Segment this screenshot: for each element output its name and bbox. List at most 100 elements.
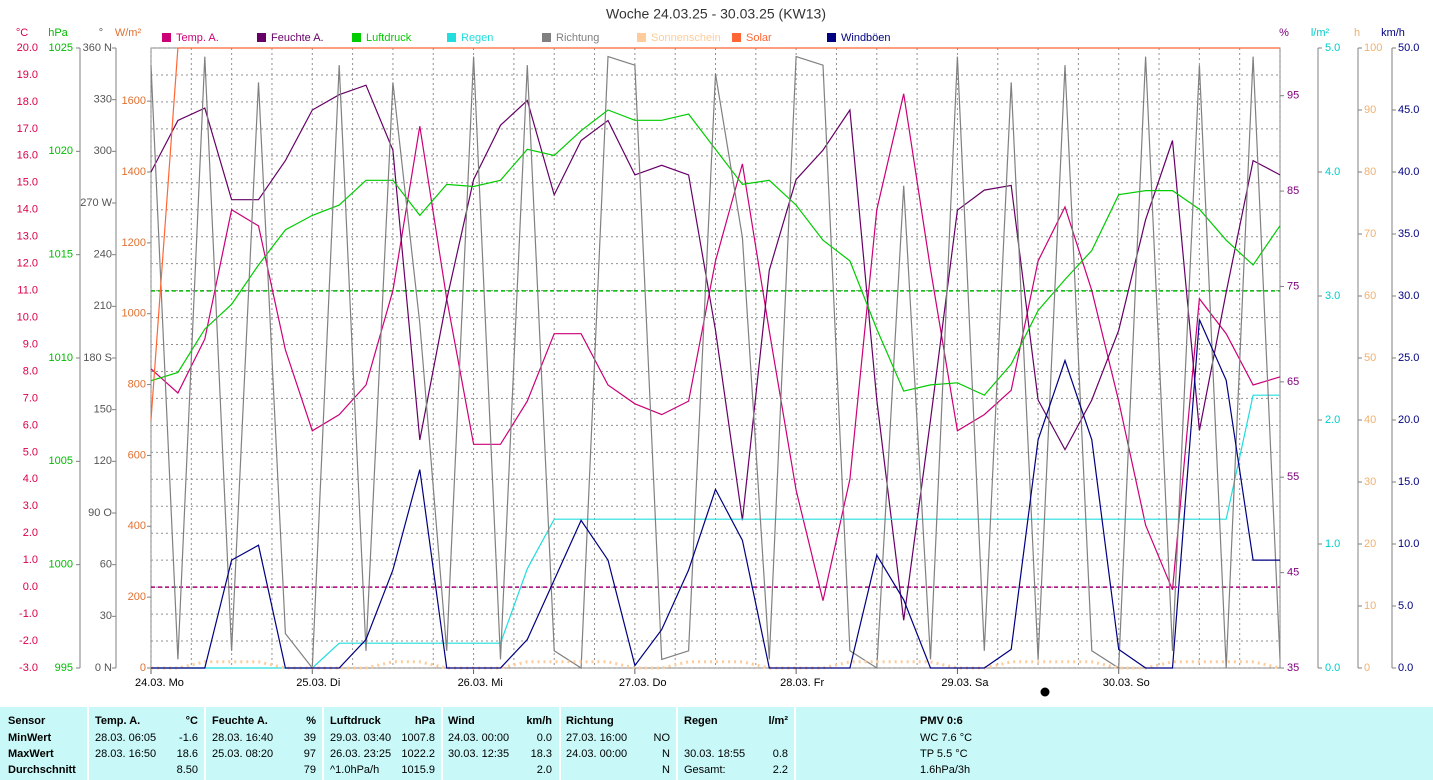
y-tick-label: 35.0 (1398, 228, 1419, 240)
stats-time: 30.03. 12:35 (448, 748, 509, 760)
y-tick-label: 5.0 (23, 446, 38, 458)
stats-value: -1.6 (179, 732, 198, 744)
series-line (150, 55, 1281, 670)
y-tick-label: 9.0 (23, 338, 38, 350)
y-tick-label: 45.0 (1398, 104, 1419, 116)
y-tick-label: 1025 (49, 42, 73, 54)
legend-swatch (352, 33, 361, 42)
stats-value: NO (654, 732, 671, 744)
y-tick-label: 100 (1364, 42, 1382, 54)
y-tick-label: 30 (1364, 476, 1376, 488)
y-tick-label: 3.0 (23, 500, 38, 512)
y-tick-label: 5.0 (1325, 42, 1340, 54)
stats-value: 18.6 (177, 748, 198, 760)
stats-value: 1015.9 (401, 764, 435, 776)
y-tick-label: 1400 (122, 166, 146, 178)
stats-value: 18.3 (531, 748, 552, 760)
axis-unit: km/h (1381, 27, 1405, 39)
stats-value: 0.0 (537, 732, 552, 744)
stats-column-header: Luftdruck (330, 715, 382, 727)
y-tick-label: 1020 (49, 145, 73, 157)
y-tick-label: 400 (128, 520, 146, 532)
y-tick-label: 600 (128, 449, 146, 461)
y-tick-label: 45 (1287, 567, 1299, 579)
y-tick-label: 1600 (122, 95, 146, 107)
legend-label: Temp. A. (176, 32, 219, 44)
legend-label: Luftdruck (366, 32, 412, 44)
y-tick-label: 1010 (49, 352, 73, 364)
y-tick-label: 6.0 (23, 419, 38, 431)
stats-value: 8.50 (177, 764, 198, 776)
y-tick-label: 75 (1287, 280, 1299, 292)
stats-value: 2.2 (773, 764, 788, 776)
stats-row-label: MaxWert (8, 748, 54, 760)
y-tick-label: 40 (1364, 414, 1376, 426)
y-tick-label: 360 N (83, 42, 112, 54)
y-tick-label: 90 (1364, 104, 1376, 116)
axis-unit: l/m² (1311, 27, 1330, 39)
stats-unit: hPa (415, 715, 436, 727)
now-marker (1040, 687, 1050, 697)
stats-time: Gesamt: (684, 764, 726, 776)
y-tick-label: 15.0 (1398, 476, 1419, 488)
stats-time: 28.03. 16:40 (212, 732, 273, 744)
series-line (150, 93, 1281, 601)
stats-column-header: Feuchte A. (212, 715, 268, 727)
stats-time: 28.03. 06:05 (95, 732, 156, 744)
stats-time: 24.03. 00:00 (566, 748, 627, 760)
stats-time: 26.03. 23:25 (330, 748, 391, 760)
series-line (151, 319, 1280, 669)
legend-swatch (542, 33, 551, 42)
stats-value: 79 (304, 764, 316, 776)
legend-label: Richtung (556, 32, 599, 44)
y-tick-label: 60 (1364, 290, 1376, 302)
y-tick-label: 10.0 (17, 311, 38, 323)
y-tick-label: 1200 (122, 237, 146, 249)
stats-value: 1007.8 (401, 732, 435, 744)
y-tick-label: 0.0 (1398, 662, 1413, 674)
stats-value: 2.0 (537, 764, 552, 776)
y-tick-label: 1005 (49, 455, 73, 467)
y-tick-label: 0 N (95, 662, 112, 674)
x-tick-label: 26.03. Mi (458, 677, 503, 689)
y-tick-label: 18.0 (17, 96, 38, 108)
y-tick-label: 270 W (80, 197, 112, 209)
y-tick-label: 10 (1364, 600, 1376, 612)
stats-time: 28.03. 16:50 (95, 748, 156, 760)
series-line (151, 660, 1281, 670)
y-tick-label: 17.0 (17, 123, 38, 135)
stats-row-label: MinWert (8, 732, 52, 744)
legend-label: Windböen (841, 32, 891, 44)
stats-value: 1022.2 (401, 748, 435, 760)
axis-unit: W/m² (115, 27, 142, 39)
axis-unit: hPa (48, 27, 68, 39)
y-tick-label: 7.0 (23, 392, 38, 404)
y-tick-label: 1000 (122, 308, 146, 320)
stats-time: 29.03. 03:40 (330, 732, 391, 744)
series-line (150, 47, 1280, 421)
y-tick-label: 15.0 (17, 177, 38, 189)
pmv-line: WC 7.6 °C (920, 732, 972, 744)
y-tick-label: 30 (100, 610, 112, 622)
stats-value: N (662, 764, 670, 776)
axis-unit: % (1279, 27, 1289, 39)
axis-unit: °C (16, 27, 28, 39)
y-tick-label: 240 (94, 249, 112, 261)
y-tick-label: 55 (1287, 471, 1299, 483)
y-tick-label: 995 (55, 662, 73, 674)
x-tick-label: 25.03. Di (296, 677, 340, 689)
x-tick-label: 30.03. So (1103, 677, 1150, 689)
y-tick-label: 50.0 (1398, 42, 1419, 54)
legend-swatch (257, 33, 266, 42)
y-tick-label: 10.0 (1398, 538, 1419, 550)
stats-unit: l/m² (768, 715, 788, 727)
stats-time: ^1.0hPa/h (330, 764, 379, 776)
stats-column-header: Wind (448, 715, 475, 727)
y-tick-label: 95 (1287, 90, 1299, 102)
y-tick-label: -2.0 (19, 635, 38, 647)
y-tick-label: 60 (100, 559, 112, 571)
y-tick-label: 0 (1364, 662, 1370, 674)
y-tick-label: 35 (1287, 662, 1299, 674)
stats-unit: °C (186, 715, 198, 727)
